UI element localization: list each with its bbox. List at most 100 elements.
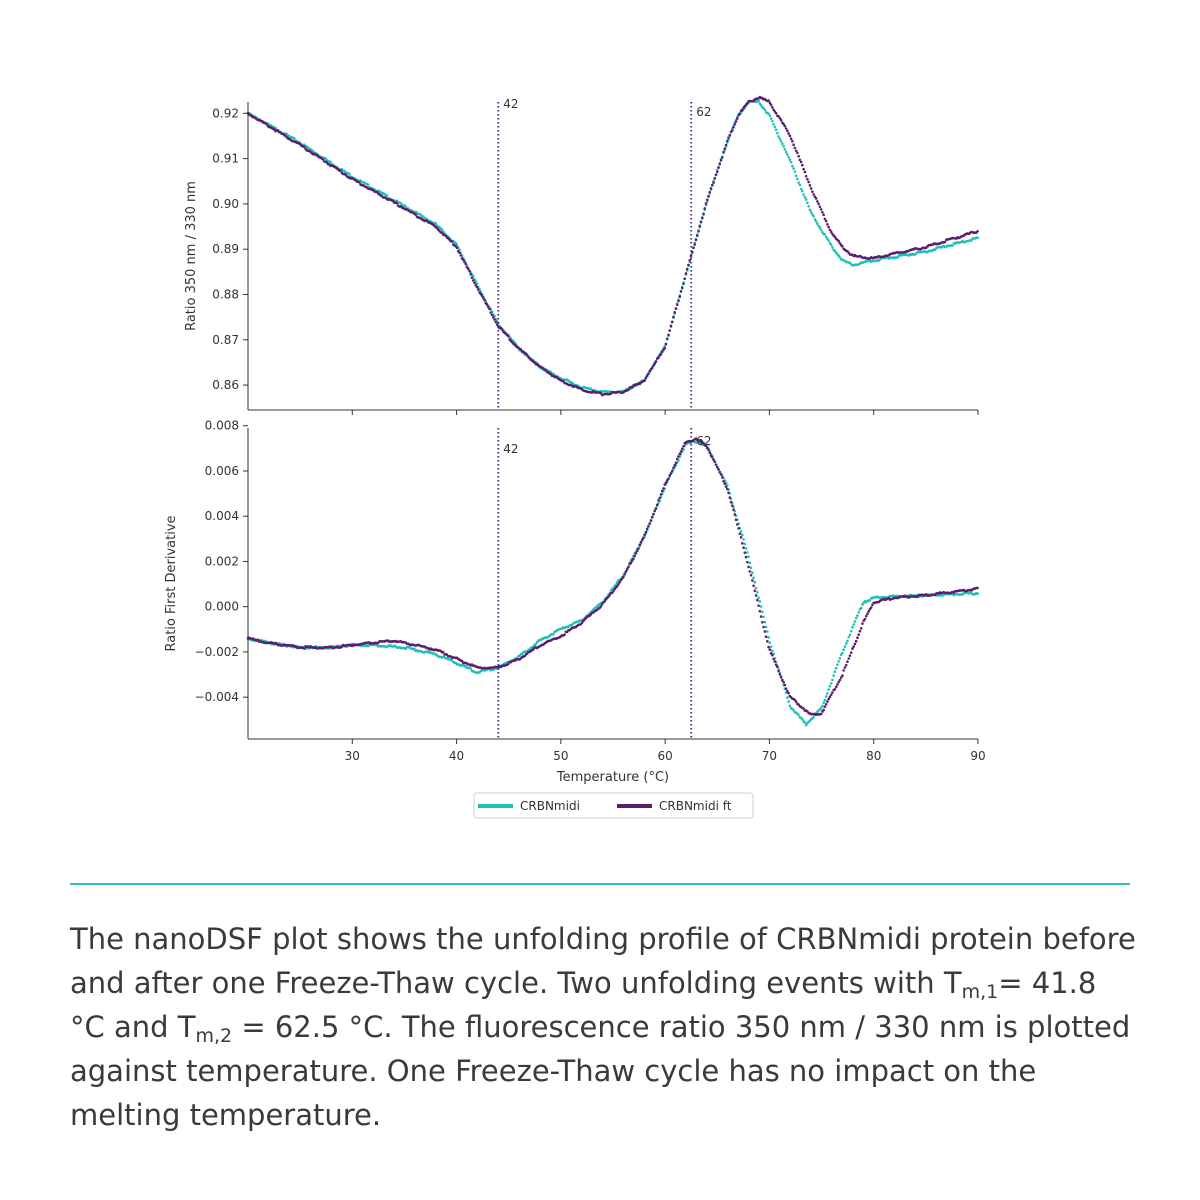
data-point bbox=[744, 555, 748, 559]
data-point bbox=[779, 140, 783, 143]
data-point bbox=[458, 251, 461, 254]
data-point bbox=[476, 288, 480, 291]
data-point bbox=[670, 469, 674, 473]
data-point bbox=[634, 552, 638, 555]
data-point bbox=[655, 503, 659, 507]
y-tick-label: 0.88 bbox=[212, 288, 239, 302]
data-point bbox=[781, 142, 784, 146]
data-point bbox=[852, 645, 855, 648]
data-point bbox=[753, 580, 757, 584]
data-point bbox=[786, 696, 789, 700]
data-point bbox=[801, 189, 804, 193]
data-point bbox=[321, 158, 325, 161]
data-point bbox=[653, 361, 657, 365]
data-point bbox=[859, 606, 863, 610]
data-point bbox=[713, 177, 717, 180]
data-point bbox=[819, 706, 823, 710]
legend: CRBNmidi CRBNmidi ft bbox=[473, 792, 754, 819]
data-point bbox=[724, 485, 728, 488]
data-point bbox=[717, 468, 720, 471]
data-point bbox=[481, 296, 485, 300]
data-point bbox=[768, 101, 772, 105]
y-tick-label: 0.000 bbox=[205, 600, 239, 614]
data-point bbox=[647, 372, 650, 375]
data-point bbox=[563, 633, 566, 636]
data-point bbox=[684, 272, 688, 275]
data-point bbox=[733, 122, 737, 126]
data-point bbox=[777, 114, 780, 118]
data-point bbox=[767, 636, 770, 639]
data-point bbox=[783, 683, 787, 687]
data-point bbox=[749, 573, 753, 577]
data-point bbox=[727, 491, 730, 495]
data-point bbox=[704, 444, 708, 448]
data-point bbox=[853, 620, 857, 623]
data-point bbox=[824, 219, 828, 223]
data-point bbox=[802, 193, 805, 196]
data-point bbox=[710, 455, 714, 459]
data-point bbox=[470, 276, 474, 279]
data-point bbox=[816, 200, 819, 203]
data-point bbox=[834, 685, 838, 689]
data-point bbox=[804, 198, 808, 201]
data-point bbox=[737, 527, 740, 530]
data-point bbox=[491, 315, 495, 319]
data-point bbox=[802, 167, 805, 171]
data-point bbox=[348, 173, 351, 176]
data-point bbox=[618, 580, 621, 584]
data-point bbox=[728, 133, 732, 137]
data-point bbox=[700, 216, 704, 220]
data-point bbox=[833, 688, 837, 691]
data-point bbox=[854, 616, 858, 620]
data-point bbox=[772, 657, 775, 661]
data-point bbox=[659, 493, 663, 496]
data-point bbox=[714, 463, 718, 466]
data-point bbox=[746, 560, 749, 564]
legend-label-0: CRBNmidi bbox=[520, 799, 580, 813]
data-point bbox=[746, 551, 749, 554]
data-point bbox=[798, 183, 802, 187]
data-point bbox=[853, 642, 857, 646]
data-point bbox=[663, 345, 667, 348]
data-point bbox=[727, 136, 730, 140]
data-point bbox=[951, 244, 954, 247]
data-point bbox=[837, 660, 840, 663]
data-point bbox=[803, 196, 807, 199]
data-point bbox=[471, 279, 475, 282]
data-point bbox=[857, 633, 860, 636]
data-point bbox=[733, 513, 737, 516]
data-point bbox=[622, 575, 625, 579]
data-point bbox=[796, 177, 799, 181]
data-point bbox=[809, 210, 813, 214]
data-point bbox=[829, 243, 833, 246]
data-point bbox=[644, 530, 648, 534]
caption-divider bbox=[70, 883, 1130, 885]
data-point bbox=[709, 187, 713, 190]
data-point bbox=[812, 214, 815, 218]
figure-caption: The nanoDSF plot shows the unfolding pro… bbox=[70, 917, 1140, 1137]
data-point bbox=[777, 135, 780, 138]
data-point bbox=[841, 651, 844, 655]
data-point bbox=[719, 473, 723, 476]
data-point bbox=[742, 546, 745, 550]
data-point bbox=[847, 635, 850, 639]
data-point bbox=[747, 555, 750, 559]
data-point bbox=[669, 324, 673, 328]
y-tick-label: 0.92 bbox=[212, 106, 239, 120]
data-point bbox=[741, 542, 744, 545]
data-point bbox=[847, 657, 850, 660]
data-point bbox=[732, 125, 735, 129]
data-point bbox=[970, 591, 973, 594]
data-point bbox=[784, 687, 788, 691]
data-point bbox=[726, 487, 729, 491]
data-point bbox=[726, 139, 729, 143]
data-point bbox=[779, 675, 783, 679]
data-point bbox=[629, 561, 633, 565]
data-point bbox=[751, 579, 754, 582]
data-point bbox=[736, 117, 739, 120]
y-tick-label: 0.89 bbox=[212, 242, 239, 256]
data-point bbox=[303, 647, 306, 650]
data-point bbox=[663, 483, 667, 486]
data-point bbox=[863, 617, 867, 621]
data-point bbox=[441, 650, 445, 654]
